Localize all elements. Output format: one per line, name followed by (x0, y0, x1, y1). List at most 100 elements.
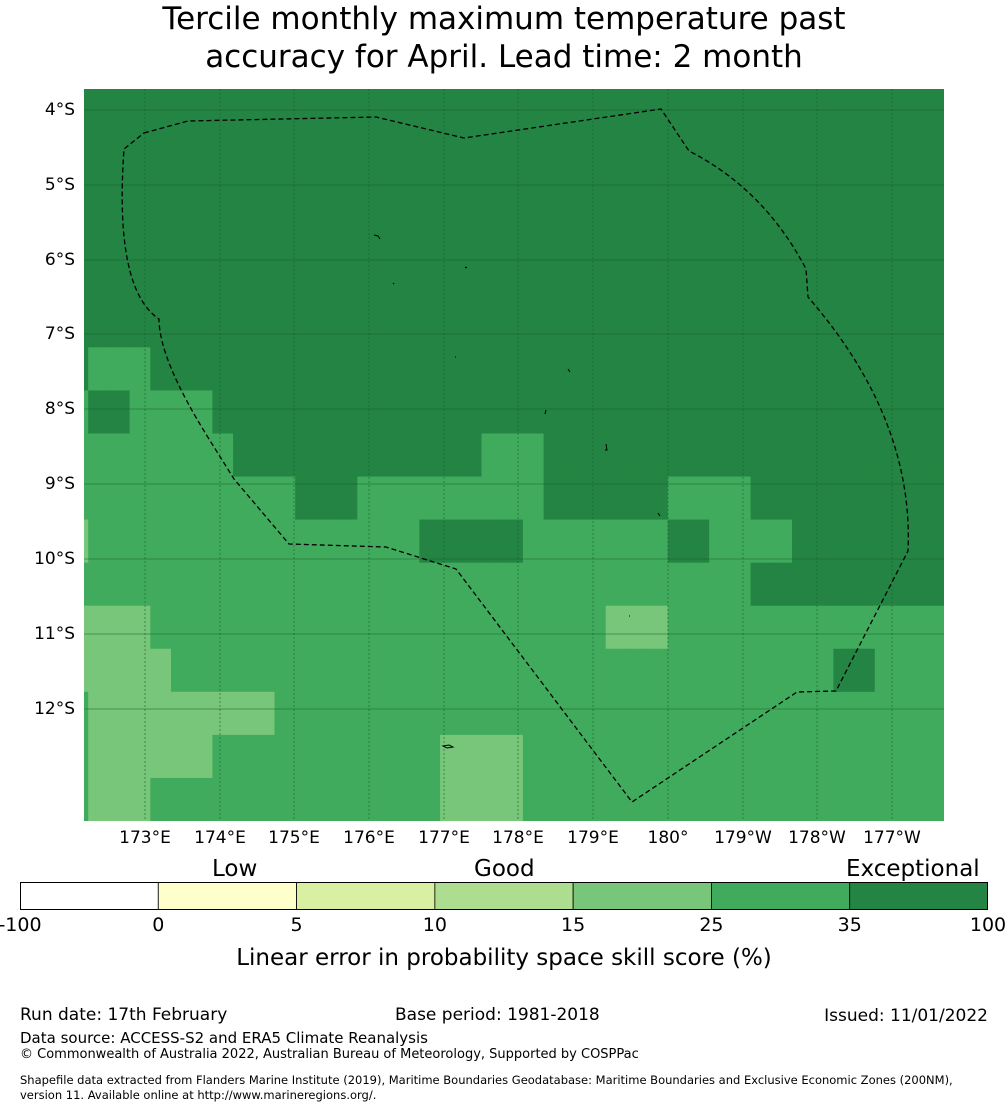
skill-grid-cell (233, 175, 255, 219)
skill-grid-cell (688, 89, 710, 133)
skill-grid-cell (771, 433, 793, 478)
skill-grid-cell (626, 390, 648, 435)
skill-grid-cell (253, 691, 276, 736)
skill-grid-cell (564, 175, 586, 219)
skill-grid-cell (88, 433, 110, 478)
skill-grid-cell (667, 304, 690, 348)
skill-grid-cell (729, 390, 752, 435)
skill-grid-cell (564, 734, 586, 779)
skill-grid-cell (212, 734, 234, 779)
skill-grid-cell (709, 175, 731, 219)
skill-grid-cell (895, 89, 917, 133)
skill-grid-cell (564, 605, 586, 650)
skill-grid-cell (916, 175, 938, 219)
skill-grid-cell (336, 734, 358, 779)
skill-grid-cell (564, 390, 586, 435)
skill-grid-cell (522, 89, 545, 133)
skill-grid-cell (854, 562, 876, 607)
skill-grid-cell (398, 390, 420, 435)
skill-grid-cell (84, 734, 89, 779)
skill-grid-cell (336, 261, 358, 305)
skill-grid-cell (564, 261, 586, 305)
legend-category-exceptional: Exceptional (846, 856, 980, 882)
skill-grid-cell (709, 132, 731, 176)
skill-grid-cell (481, 519, 503, 564)
skill-grid-cell (295, 347, 317, 392)
skill-grid-cell (315, 433, 338, 478)
skill-grid-cell (502, 89, 524, 133)
skill-grid-cell (212, 648, 234, 693)
skill-grid-cell (171, 605, 193, 650)
skill-grid-cell (605, 433, 627, 478)
skill-grid-cell (605, 691, 627, 736)
skill-grid-cell (792, 132, 814, 176)
skill-grid-cell (667, 734, 690, 779)
skill-grid-cell (647, 519, 669, 564)
skill-grid-cell (378, 519, 400, 564)
skill-grid-cell (585, 777, 607, 821)
skill-grid-cells (84, 89, 944, 821)
skill-grid-cell (605, 347, 627, 392)
skill-grid-cell (460, 476, 483, 521)
skill-grid-cell (233, 390, 255, 435)
skill-grid-cell (522, 347, 545, 392)
skill-grid-cell (854, 433, 876, 478)
skill-grid-cell (543, 347, 565, 392)
skill-grid-cell (88, 132, 110, 176)
skill-grid-cell (295, 777, 317, 821)
skill-grid-cell (916, 132, 938, 176)
skill-grid-cell (895, 691, 917, 736)
skill-grid-cell (916, 390, 938, 435)
skill-grid-cell (522, 175, 545, 219)
skill-grid-cell (771, 648, 793, 693)
skill-grid-cell (398, 691, 420, 736)
skill-grid-cell (502, 304, 524, 348)
skill-grid-cell (233, 218, 255, 262)
skill-grid-cell (398, 734, 420, 779)
legend-category-good: Good (474, 856, 535, 882)
skill-grid-cell (916, 89, 938, 133)
skill-grid-cell (129, 132, 151, 176)
skill-grid-cell (460, 175, 483, 219)
skill-grid-cell (274, 261, 296, 305)
skill-grid-cell (626, 175, 648, 219)
skill-grid-cell (667, 390, 690, 435)
data-source: Data source: ACCESS-S2 and ERA5 Climate … (20, 1029, 428, 1047)
skill-grid-cell (378, 89, 400, 133)
skill-grid-cell (129, 390, 151, 435)
skill-grid-cell (88, 261, 110, 305)
skill-grid-cell (585, 476, 607, 521)
skill-grid-cell (481, 132, 503, 176)
skill-grid-cell (626, 347, 648, 392)
skill-grid-cell (419, 648, 441, 693)
colorbar-segment (296, 882, 436, 910)
skill-grid-cell (357, 433, 379, 478)
skill-grid-cell (481, 476, 503, 521)
skill-grid-cell (647, 476, 669, 521)
skill-grid-cell (874, 304, 897, 348)
skill-grid-cell (792, 304, 814, 348)
skill-grid-cell (129, 691, 151, 736)
skill-grid-cell (895, 777, 917, 821)
skill-grid-cell (709, 89, 731, 133)
skill-grid-cell (564, 562, 586, 607)
skill-grid-cell (833, 175, 855, 219)
skill-grid-cell (191, 390, 213, 435)
skill-grid-cell (191, 648, 213, 693)
colorbar-tick: 100 (969, 914, 1007, 936)
skill-grid-cell (84, 304, 89, 348)
skill-grid-cell (315, 476, 338, 521)
skill-grid-cell (833, 691, 855, 736)
colorbar-segment (157, 882, 297, 910)
skill-grid-cell (605, 519, 627, 564)
skill-grid-cell (129, 562, 151, 607)
skill-grid-cell (605, 777, 627, 821)
skill-grid-cell (84, 175, 89, 219)
skill-grid-cell (729, 261, 752, 305)
skill-grid-cell (336, 519, 358, 564)
skill-grid-cell (191, 476, 213, 521)
skill-grid-cell (481, 562, 503, 607)
skill-grid-cell (253, 175, 276, 219)
skill-grid-cell (647, 261, 669, 305)
skill-grid-cell (771, 519, 793, 564)
